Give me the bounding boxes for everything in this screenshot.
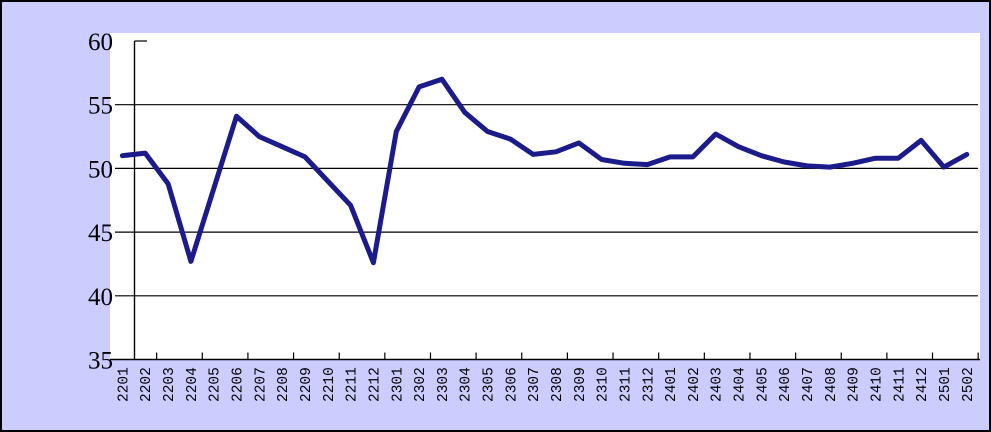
- plot-area: [110, 33, 980, 360]
- x-axis-label-2408: 2408: [824, 367, 840, 402]
- data-series: [119, 76, 970, 266]
- x-axis-label-2207: 2207: [253, 367, 269, 402]
- x-axis-label-2211: 2211: [345, 367, 361, 402]
- x-axis-label-2401: 2401: [664, 367, 680, 402]
- x-axis-label-2403: 2403: [710, 367, 726, 402]
- axes: [110, 41, 980, 361]
- x-axis-label-2502: 2502: [961, 367, 977, 402]
- x-axis-label-2203: 2203: [162, 367, 178, 402]
- x-axis-label-2409: 2409: [847, 367, 863, 402]
- x-axis-label-2306: 2306: [504, 367, 520, 402]
- y-axis-label-45: 45: [88, 220, 113, 247]
- x-axis-label-2308: 2308: [550, 367, 566, 402]
- y-axis-label-50: 50: [88, 156, 113, 183]
- x-axis-label-2311: 2311: [619, 367, 635, 402]
- pmi-series-line: [119, 76, 970, 266]
- x-axis-label-2411: 2411: [892, 367, 908, 402]
- x-axis-label-2301: 2301: [390, 367, 406, 402]
- x-axis-label-2407: 2407: [801, 367, 817, 402]
- x-axis-label-2406: 2406: [778, 367, 794, 402]
- x-axis-label-2206: 2206: [231, 367, 247, 402]
- y-axis-label-40: 40: [88, 284, 113, 311]
- x-axis-label-2210: 2210: [322, 367, 338, 402]
- x-axis-label-2303: 2303: [436, 367, 452, 402]
- x-axis-label-2309: 2309: [573, 367, 589, 402]
- x-axis-label-2501: 2501: [938, 367, 954, 402]
- x-axis-label-2312: 2312: [641, 367, 657, 402]
- x-axis-label-2410: 2410: [870, 367, 886, 402]
- x-axis-label-2310: 2310: [596, 367, 612, 402]
- x-axis-label-2405: 2405: [755, 367, 771, 402]
- x-axis-label-2201: 2201: [116, 367, 132, 402]
- x-axis-label-2202: 2202: [139, 367, 155, 402]
- x-axis-label-2307: 2307: [527, 367, 543, 402]
- x-axis-label-2212: 2212: [367, 367, 383, 402]
- y-axis-label-60: 60: [88, 29, 113, 56]
- x-axis-label-2208: 2208: [276, 367, 292, 402]
- x-axis-label-2205: 2205: [208, 367, 224, 402]
- x-axis-label-2412: 2412: [915, 367, 931, 402]
- x-axis-label-2402: 2402: [687, 367, 703, 402]
- x-axis-label-2404: 2404: [733, 367, 749, 402]
- y-axis-label-55: 55: [88, 93, 113, 120]
- x-axis-label-2204: 2204: [185, 367, 201, 402]
- x-axis-label-2209: 2209: [299, 367, 315, 402]
- x-axis-label-2302: 2302: [413, 367, 429, 402]
- x-axis-label-2305: 2305: [482, 367, 498, 402]
- y-axis-labels: 60 55 50 45 40 35: [88, 29, 113, 375]
- x-axis-labels: 2201 2202 2203 2204 2205 2206 2207 2208 2209 2210…: [116, 367, 976, 402]
- y-axis-label-35: 35: [88, 348, 113, 375]
- x-axis-label-2304: 2304: [459, 367, 475, 402]
